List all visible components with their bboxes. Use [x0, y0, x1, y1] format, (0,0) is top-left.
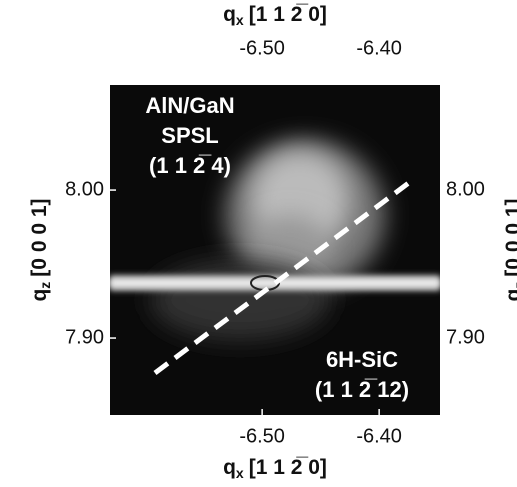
- y-tick-label-right: 7.90: [446, 326, 485, 348]
- dashed-line: [153, 179, 412, 376]
- x-axis-label: qx [1 1 2̅ 0]: [223, 456, 327, 481]
- x-axis-label-top-index: [1 1 2̅ 0]: [249, 3, 327, 26]
- x-axis-label-top: qx [1 1 2̅ 0]: [223, 3, 327, 28]
- intensity-map: [110, 85, 440, 415]
- x-tick-label-top: -6.40: [356, 37, 402, 59]
- x-tick-label-top: -6.50: [239, 37, 285, 59]
- annotation: (1 1 2̅ 4): [149, 153, 231, 178]
- y-tick-label-right: 8.00: [446, 178, 485, 200]
- x-axis-label-index: [1 1 2̅ 0]: [249, 456, 327, 479]
- y-axis-label-subscript: z: [37, 282, 53, 289]
- x-tick-label: -6.40: [356, 425, 402, 447]
- y-axis-label-index: [0 0 0 1]: [28, 198, 51, 276]
- y-axis-label-right-subscript: z: [511, 282, 517, 289]
- annotation: SPSL: [161, 123, 218, 148]
- x-tick-label: -6.50: [239, 425, 285, 447]
- x-axis-label-subscript: x: [236, 465, 244, 481]
- x-axis-label-top-subscript: x: [236, 12, 244, 28]
- y-axis-label-symbol: q: [28, 289, 51, 302]
- y-tick-label: 8.00: [65, 178, 104, 200]
- annotation: (1 1 2̅ 12): [315, 377, 409, 402]
- y-axis-label-right: qz [0 0 0 1]: [502, 198, 517, 301]
- annotation: AlN/GaN: [145, 93, 234, 118]
- annotation: 6H-SiC: [326, 347, 398, 372]
- x-axis-label-symbol: q: [223, 456, 236, 479]
- y-axis-label-right-index: [0 0 0 1]: [502, 198, 517, 276]
- y-tick-label: 7.90: [65, 326, 104, 348]
- y-axis-label: qz [0 0 0 1]: [28, 198, 53, 301]
- y-axis-label-right-symbol: q: [502, 289, 517, 302]
- x-axis-label-top-symbol: q: [223, 3, 236, 26]
